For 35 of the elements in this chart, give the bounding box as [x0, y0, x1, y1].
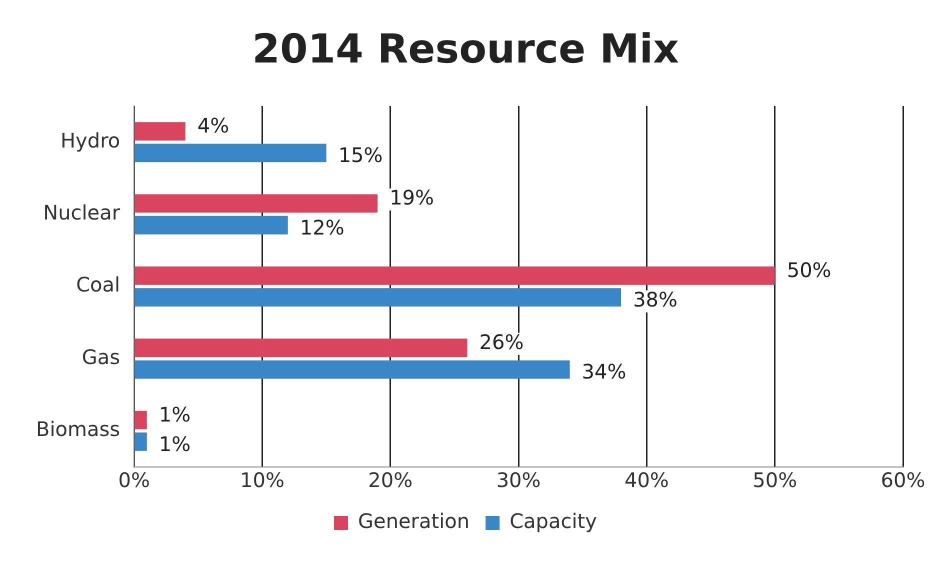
bar [134, 432, 147, 451]
data-label: 15% [338, 143, 383, 168]
y-tick-label: Biomass [36, 417, 120, 442]
x-tick-label: 10% [240, 468, 284, 492]
legend-label: Generation [358, 509, 470, 534]
data-label: 34% [582, 360, 626, 384]
data-label: 1% [158, 402, 191, 426]
chart-title: 2014 Resource Mix [252, 26, 680, 72]
bar [134, 122, 186, 140]
data-label: 38% [633, 288, 678, 312]
y-tick-label: Nuclear [43, 200, 121, 225]
x-tick-label: 20% [368, 468, 413, 492]
y-tick-label: Hydro [60, 128, 120, 152]
y-tick-label: Coal [76, 272, 120, 297]
bar [134, 288, 622, 307]
data-label: 12% [300, 215, 344, 240]
data-label: 50% [786, 258, 832, 282]
data-label: 4% [197, 113, 230, 138]
legend-label: Capacity [510, 509, 598, 534]
x-tick-label: 0% [118, 468, 150, 492]
bar [134, 216, 288, 234]
y-tick-label: Gas [82, 344, 120, 369]
x-tick-label: 50% [752, 468, 798, 492]
data-label: 1% [158, 432, 191, 456]
x-tick-label: 40% [624, 468, 669, 492]
bar [134, 338, 468, 358]
data-label: 26% [479, 330, 524, 354]
data-label: 19% [390, 186, 434, 210]
bar [134, 266, 775, 285]
bar [134, 144, 326, 162]
x-tick-label: 60% [880, 468, 926, 492]
bar [134, 360, 570, 379]
bar [134, 410, 147, 430]
bar [134, 194, 378, 213]
x-tick-label: 30% [496, 468, 541, 492]
